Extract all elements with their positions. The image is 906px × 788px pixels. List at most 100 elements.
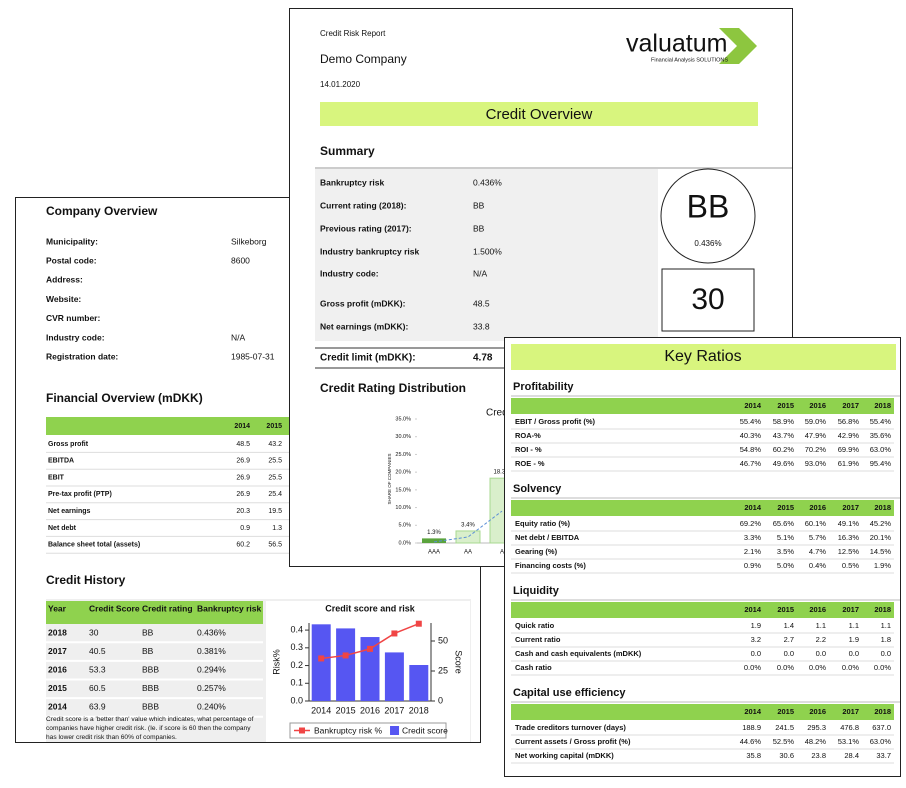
cell: 0.0 [849,649,859,658]
x-tick-label: 2017 [384,705,404,715]
legend-label: Bankruptcy risk % [314,725,382,735]
field-label: Postal code: [46,255,97,265]
page-content: Company Overview Municipality: Silkeborg Po… [46,204,471,742]
page-canvas: Key Ratios Profitability 2014 2015 2016 2017 2… [511,344,900,764]
x-tick-label: 2016 [360,705,380,715]
cell: 60.2% [773,445,795,454]
column-header: 2016 [809,605,826,614]
cell: 69.9% [838,445,860,454]
cell: 56.8% [838,417,860,426]
y-tick-label: 0.4 [290,624,303,634]
field-value: Silkeborg [231,236,267,246]
column-header: 2017 [842,503,859,512]
row-label: Financing costs (%) [515,561,586,570]
field-value: 48.5 [473,298,490,308]
cell: 53.1% [838,737,860,746]
row-label: EBIT / Gross profit (%) [515,417,596,426]
banner-title: Credit Overview [486,106,593,123]
field-label: CVR number: [46,313,100,323]
cell: 49.6% [773,459,795,468]
cell: 2.1% [744,547,761,556]
cell: 25.5 [268,458,282,465]
marker [367,645,373,652]
cell: 58.9% [773,417,795,426]
cell: BBB [142,664,159,674]
cell: 1.1 [816,621,826,630]
cell: 93.0% [805,459,827,468]
cell: 63.9 [89,702,106,712]
cell: 60.2 [236,542,250,549]
cell: 44.6% [740,737,762,746]
field-label: Bankruptcy risk [320,177,385,187]
cell: 16.3% [838,533,860,542]
cell: 49.1% [838,519,860,528]
cell: 61.9% [838,459,860,468]
y2-tick-label: 0 [438,695,443,705]
table-header [511,500,894,516]
cell: 69.2% [740,519,762,528]
cell: 0.257% [197,683,226,693]
cell: 1.1 [881,621,891,630]
cell: 0.0% [842,663,859,672]
cell: 26.9 [236,458,250,465]
table-header [46,417,296,435]
table-header [46,601,263,624]
field-value: N/A [231,332,246,342]
field-label: Current rating (2018): [320,200,407,210]
section-title: Solvency [513,483,562,495]
cell: 70.2% [805,445,827,454]
column-header: 2014 [744,707,762,716]
y2-tick-label: 25 [438,665,448,675]
column-header: 2017 [842,707,859,716]
cell: 0.240% [197,702,226,712]
value-label: 1.3% [427,530,441,536]
y2-axis-title: Score [454,650,464,674]
row-label: Current ratio [515,635,561,644]
column-header: 2018 [874,707,891,716]
field-label: Industry bankruptcy risk [320,246,419,256]
column-header: 2015 [777,401,794,410]
value-label: 18.3% [493,470,511,476]
cell: 637.0 [872,723,891,732]
cell: 2.7 [784,635,794,644]
cell: 5.1% [777,533,794,542]
section-title: Credit History [46,573,126,587]
cell: 476.8 [840,723,859,732]
column-header: 2016 [809,503,826,512]
cell: 0.381% [197,646,226,656]
section-title: Credit Rating Distribution [320,381,466,395]
field-value: 1.500% [473,246,502,256]
column-header: 2015 [777,605,794,614]
y-tick-label: 0.0 [290,695,303,705]
cell: BB [142,627,154,637]
cell: 26.9 [236,474,250,481]
row-label: Net debt [48,525,77,532]
column-header: 2015 [266,423,282,430]
row-label: Net debt / EBITDA [515,533,580,542]
bar [384,652,404,701]
cell: 40.3% [740,431,762,440]
page-canvas: Company Overview Municipality: Silkeborg Po… [46,204,471,742]
cell: 0.0 [751,649,761,658]
bar [422,538,446,543]
credit-limit-label: Credit limit (mDKK): [320,353,416,364]
row-label: Gross profit [48,441,89,448]
legend-swatch [390,726,400,735]
cell: 20.3 [236,508,250,515]
cell: 30 [89,627,99,637]
cell: 42.9% [838,431,860,440]
y-tick-label: 35.0% [395,416,411,422]
row-label: Net working capital (mDKK) [515,751,614,760]
field-value: BB [473,223,485,233]
cell: 40.5 [89,646,106,656]
cell: 0.294% [197,664,226,674]
y-tick-label: 0.0% [398,540,411,546]
logo: valuatum [626,30,727,58]
x-tick-label: AAA [428,550,440,556]
rating-risk: 0.436% [694,239,721,248]
cell: 23.8 [811,751,826,760]
x-tick-label: 2015 [336,705,356,715]
cell: 0.436% [197,627,226,637]
legend [289,722,447,739]
cell: 0.0 [784,649,794,658]
